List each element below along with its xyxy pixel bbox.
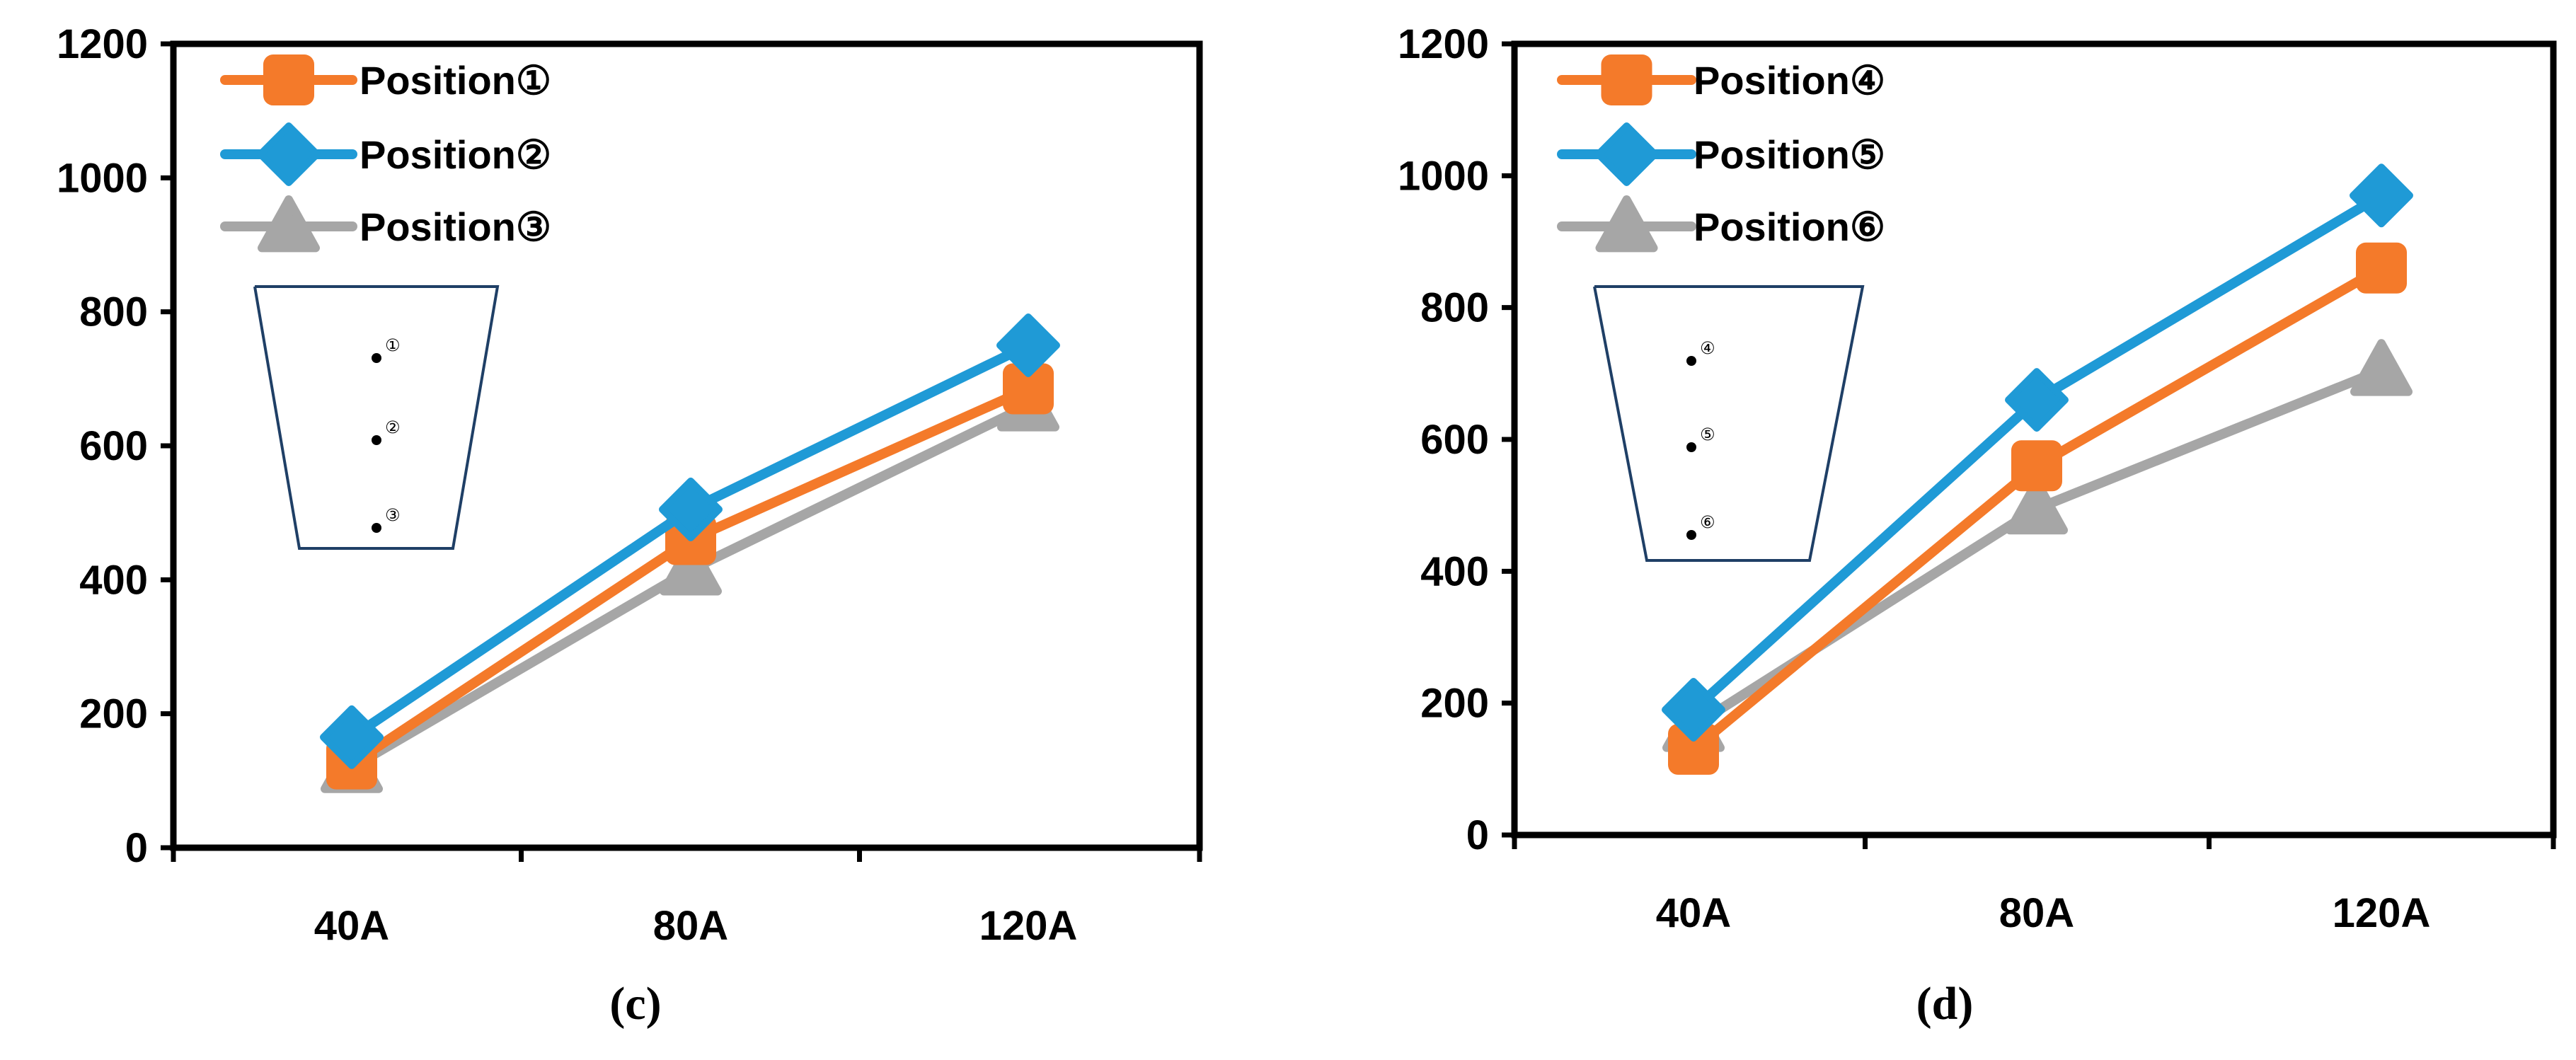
inset-position-dot: [372, 523, 381, 533]
inset-position-label: ③: [385, 505, 401, 525]
inset-position-dot: [1686, 530, 1696, 540]
data-point: [320, 705, 384, 769]
legend-label: Position③: [360, 204, 551, 249]
legend-label: Position④: [1694, 58, 1885, 103]
legend-label: Position①: [360, 58, 551, 103]
legend-marker: [1595, 195, 1658, 253]
y-tick-label: 600: [1420, 417, 1489, 463]
inset-position-label: ⑤: [1700, 425, 1715, 444]
inset-position-label: ④: [1700, 338, 1715, 358]
panel-caption: (d): [1916, 978, 1974, 1030]
inset-position-label: ⑥: [1700, 512, 1715, 532]
y-tick-label: 400: [79, 557, 148, 603]
x-tick-label: 80A: [1999, 890, 2074, 936]
data-point: [2350, 163, 2413, 228]
legend: Position④ Position⑤ Position⑥: [1557, 54, 1885, 253]
y-tick-label: 400: [1420, 548, 1489, 594]
legend-label: Position②: [360, 132, 551, 177]
y-tick-label: 600: [79, 423, 148, 469]
x-tick-label: 40A: [314, 903, 389, 949]
inset-position-dot: [1686, 442, 1696, 452]
legend: Position① Position② Position③: [220, 54, 551, 253]
y-tick-label: 800: [1420, 285, 1489, 331]
legend-label: Position⑤: [1694, 132, 1885, 177]
inset-position-label: ①: [385, 335, 401, 355]
data-point: [2011, 440, 2062, 492]
data-point: [2350, 339, 2413, 396]
y-tick-label: 800: [79, 289, 148, 335]
series-2: [320, 313, 1060, 769]
legend-marker: [263, 54, 314, 105]
x-tick-label: 120A: [979, 903, 1078, 949]
y-tick-label: 200: [1420, 681, 1489, 727]
chart-panel-d: 0 200 400 600 800 1000 1200 40A 80A 120A ④ ⑤ ⑥ Positi…: [1398, 21, 2557, 1030]
inset-position-dot: [372, 435, 381, 445]
legend-marker: [1601, 54, 1652, 105]
data-point: [659, 477, 723, 541]
legend-label: Position⑥: [1694, 204, 1885, 249]
data-point: [2006, 477, 2068, 535]
series-3: [321, 374, 1059, 793]
x-tick-label: 40A: [1656, 890, 1731, 936]
data-point: [1003, 363, 1054, 415]
inset-position-dot: [372, 353, 381, 363]
legend-marker: [258, 195, 320, 253]
inset-diagram: ④ ⑤ ⑥: [1593, 285, 1865, 562]
data-point: [660, 538, 722, 596]
chart-panel-c: 0 200 400 600 800 1000 1200 40A 80A 120A ① ② ③ Positi…: [57, 21, 1203, 1030]
inset-position-label: ②: [385, 417, 401, 437]
plot-frame: [170, 40, 1203, 851]
x-tick-label: 80A: [653, 903, 728, 949]
series-2: [1662, 163, 2413, 742]
data-point: [996, 313, 1060, 377]
y-tick-label: 1200: [1398, 21, 1489, 67]
y-tick-label: 200: [79, 691, 148, 737]
panel-caption: (c): [609, 978, 661, 1030]
legend-marker: [1594, 122, 1659, 186]
inset-outline: [253, 285, 500, 550]
legend-marker: [257, 122, 321, 186]
y-tick-label: 1200: [57, 21, 148, 67]
y-tick-label: 1000: [1398, 153, 1489, 199]
inset-position-dot: [1686, 356, 1696, 366]
y-tick-label: 1000: [57, 155, 148, 201]
series-1: [1668, 242, 2407, 775]
data-point: [2005, 368, 2069, 432]
x-tick-label: 120A: [2333, 890, 2431, 936]
inset-outline: [1593, 285, 1865, 562]
data-point: [1662, 677, 1725, 742]
data-point: [2356, 242, 2407, 294]
inset-diagram: ① ② ③: [253, 285, 500, 550]
y-tick-label: 0: [125, 825, 148, 871]
data-point: [1668, 723, 1719, 775]
y-tick-label: 0: [1466, 812, 1489, 858]
